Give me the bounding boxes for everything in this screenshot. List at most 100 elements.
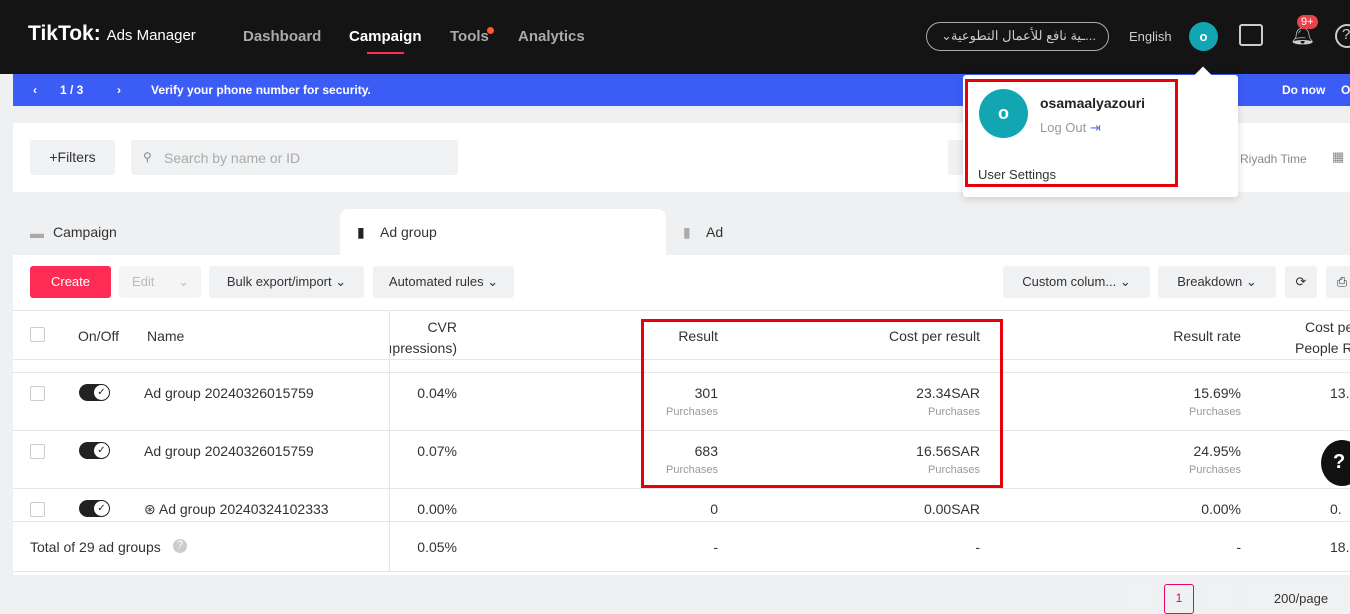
header-onoff: On/Off	[78, 328, 119, 344]
nav-analytics[interactable]: Analytics	[518, 28, 585, 45]
nav-dashboard[interactable]: Dashboard	[243, 28, 322, 45]
ad-icon: ▮	[683, 224, 691, 240]
table-row[interactable]: Ad group 20240326015759 0.07% 683Purchas…	[13, 431, 1350, 489]
folder-icon: ▬	[30, 225, 44, 241]
prev-icon[interactable]: ‹	[33, 83, 37, 97]
result-value: 0	[710, 501, 718, 517]
user-menu-dropdown: o osamaalyazouri Log Out ⇥ User Settings	[963, 66, 1238, 197]
help-icon[interactable]: ?	[1335, 24, 1350, 48]
cost-per-result-value: 0.00SAR	[923, 501, 980, 517]
cost-per-people-value: 13.	[1330, 385, 1350, 401]
table-header: On/Off Name CVR ıpressions) Result Cost p…	[13, 310, 1350, 360]
top-nav-bar: TikTok: Ads Manager Dashboard Campaign T…	[0, 0, 1350, 74]
cvr-value: 0.00%	[417, 501, 457, 517]
filters-button[interactable]: +Filters	[30, 140, 115, 175]
notification-badge: 9+	[1297, 15, 1318, 29]
logout-icon: ⇥	[1089, 120, 1101, 135]
banner-pager: 1 / 3	[60, 83, 84, 97]
automated-rules-button[interactable]: Automated rules ⌄	[373, 266, 514, 298]
chevron-down-icon: ⌄	[178, 274, 189, 289]
table-row[interactable]: ⊛ Ad group 20240324102333 0.00% 0 0.00SA…	[13, 489, 1350, 522]
logout-link[interactable]: Log Out ⇥	[1040, 120, 1101, 135]
create-button[interactable]: Create	[30, 266, 111, 298]
cost-per-result-value: 16.56SAR Purchases	[916, 443, 980, 476]
ad-group-name[interactable]: ⊛ Ad group 20240324102333	[144, 501, 329, 517]
user-avatar: o	[979, 89, 1028, 138]
do-now-link[interactable]: Do now	[1282, 83, 1326, 97]
select-all-checkbox[interactable]	[30, 327, 45, 342]
result-value: 683 Purchases	[666, 443, 718, 476]
result-value: 301 Purchases	[666, 385, 718, 418]
next-page-button[interactable]	[1205, 584, 1235, 614]
total-cost-per-result: -	[975, 539, 980, 555]
briefcase-icon[interactable]	[1239, 24, 1263, 46]
header-result[interactable]: Result	[678, 328, 718, 344]
tab-ad-group[interactable]: ▮ Ad group	[340, 209, 666, 255]
tools-notification-dot	[487, 27, 494, 34]
nav-campaign[interactable]: Campaign	[349, 28, 422, 54]
timezone-label: Riyadh Time	[1240, 152, 1307, 166]
cost-per-result-value: 23.34SAR Purchases	[916, 385, 980, 418]
user-settings-link[interactable]: User Settings	[978, 167, 1057, 182]
row-checkbox[interactable]	[30, 386, 45, 401]
total-cvr: 0.05%	[417, 539, 457, 555]
status-icon: ⊛	[144, 501, 159, 517]
cost-per-people-value: 0.	[1330, 501, 1342, 517]
result-rate-value: 24.95% Purchases	[1189, 443, 1241, 476]
next-icon[interactable]: ›	[117, 83, 121, 97]
bulk-export-import-button[interactable]: Bulk export/import ⌄	[209, 266, 364, 298]
banner-action-2[interactable]: O	[1341, 83, 1350, 97]
header-cvr[interactable]: CVR ıpressions)	[388, 319, 457, 356]
row-checkbox[interactable]	[30, 444, 45, 459]
frozen-column-divider	[389, 310, 390, 572]
result-rate-value: 15.69% Purchases	[1189, 385, 1241, 418]
row-checkbox[interactable]	[30, 502, 45, 517]
spacer-row	[13, 360, 1350, 373]
banner-message: Verify your phone number for security.	[151, 83, 371, 97]
tab-campaign[interactable]: ▬ Campaign	[30, 224, 117, 241]
username: osamaalyazouri	[1040, 95, 1146, 111]
ad-group-icon: ▮	[357, 224, 365, 240]
page-1-button[interactable]: 1	[1164, 584, 1194, 614]
account-selector[interactable]: ⌄ ...ـية نافع للأعمال التطوعية	[926, 22, 1109, 51]
avatar[interactable]: o	[1189, 22, 1218, 51]
help-icon[interactable]: ?	[173, 539, 187, 553]
header-cost-per-result[interactable]: Cost per result	[888, 328, 980, 344]
header-name[interactable]: Name	[147, 328, 185, 344]
table-row[interactable]: Ad group 20240326015759 0.04% 301Purchas…	[13, 373, 1350, 431]
prev-page-button[interactable]	[1124, 584, 1154, 614]
tab-ad[interactable]: ▮ Ad	[683, 224, 724, 240]
highlight-box-user	[965, 79, 1178, 187]
header-result-rate[interactable]: Result rate	[1173, 328, 1241, 344]
header-cost-per-people[interactable]: Cost pe People R	[1295, 319, 1350, 356]
total-row: Total of 29 ad groups ? 0.05% - - - 18.	[13, 522, 1350, 572]
on-off-toggle[interactable]	[79, 500, 110, 517]
chevron-down-icon: ⌄	[941, 28, 952, 43]
nav-tools[interactable]: Tools	[450, 28, 489, 45]
cvr-value: 0.04%	[417, 385, 457, 401]
language-selector[interactable]: English	[1129, 29, 1172, 44]
total-result-rate: -	[1236, 539, 1241, 555]
search-icon: ⚲	[143, 150, 152, 164]
cvr-value: 0.07%	[417, 443, 457, 459]
on-off-toggle[interactable]	[79, 384, 110, 401]
total-cost-per-people: 18.	[1330, 539, 1350, 555]
result-rate-value: 0.00%	[1201, 501, 1241, 517]
calendar-icon[interactable]: ▦	[1332, 149, 1345, 164]
refresh-icon[interactable]: ⟳	[1285, 266, 1317, 298]
breakdown-button[interactable]: Breakdown ⌄	[1158, 266, 1276, 298]
logo[interactable]: TikTok: Ads Manager	[28, 22, 196, 45]
page-size-select[interactable]: 200/page	[1246, 584, 1350, 614]
ad-group-name[interactable]: Ad group 20240326015759	[144, 443, 314, 459]
total-label: Total of 29 ad groups	[30, 539, 161, 555]
help-chat-button[interactable]: ?	[1321, 440, 1350, 486]
edit-button[interactable]: Edit ⌄	[119, 266, 201, 298]
bell-icon[interactable]: 🔔︎	[1290, 24, 1316, 46]
ad-group-name[interactable]: Ad group 20240326015759	[144, 385, 314, 401]
search-input[interactable]: ⚲ Search by name or ID	[131, 140, 458, 175]
export-icon[interactable]: ⎙	[1326, 266, 1350, 298]
custom-columns-button[interactable]: Custom colum... ⌄	[1003, 266, 1150, 298]
on-off-toggle[interactable]	[79, 442, 110, 459]
highlight-box-results	[641, 319, 1003, 488]
total-result: -	[713, 539, 718, 555]
